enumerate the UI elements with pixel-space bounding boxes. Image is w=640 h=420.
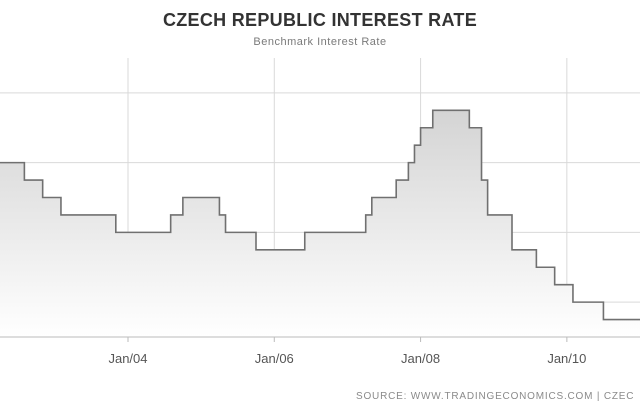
source-note: SOURCE: WWW.TRADINGECONOMICS.COM | CZEC	[356, 391, 635, 402]
x-tick-label: Jan/06	[255, 351, 294, 366]
x-tick-label: Jan/04	[108, 351, 147, 366]
chart-subtitle: Benchmark Interest Rate	[253, 36, 387, 48]
x-axis: Jan/04 Jan/06 Jan/08 Jan/10	[0, 336, 640, 366]
x-tick-label: Jan/08	[401, 351, 440, 366]
x-tick-label: Jan/10	[547, 351, 586, 366]
chart-title: CZECH REPUBLIC INTEREST RATE	[162, 10, 478, 30]
series-line	[0, 109, 640, 321]
area-fill	[0, 110, 640, 337]
